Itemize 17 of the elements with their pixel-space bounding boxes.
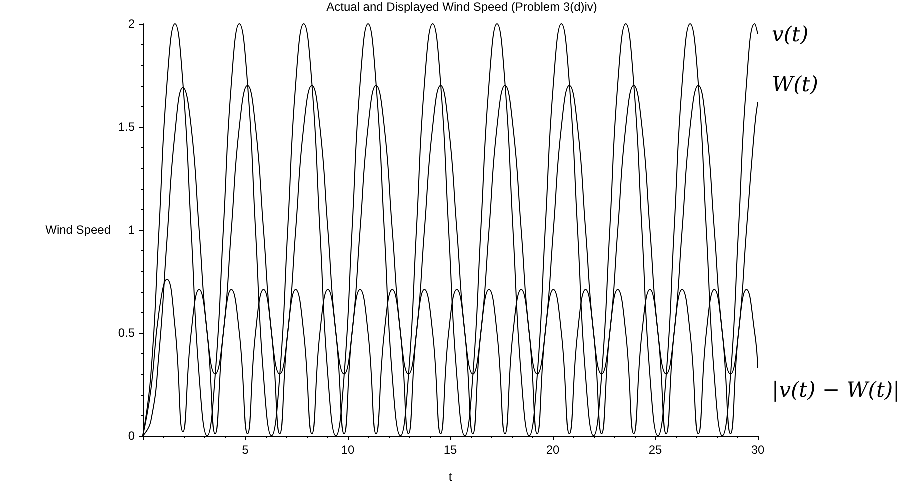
x-axis-title: t [448,470,453,484]
y-tick-label: 0 [128,429,136,443]
x-tick-label: 30 [751,443,765,457]
x-tick-label: 25 [648,443,662,457]
y-tick-label: 2 [128,17,136,31]
y-axis-title: Wind Speed [46,223,111,237]
series-label: |v(t) − W(t)| [772,378,900,402]
x-tick-label: 10 [341,443,355,457]
x-tick-label: 20 [546,443,560,457]
chart-title: Actual and Displayed Wind Speed (Problem 3(d)iv) [326,0,598,14]
series-label: W(t) [772,72,818,96]
y-tick-label: 0.5 [118,326,136,340]
y-tick-label: 1.5 [118,120,136,134]
x-tick-label: 15 [444,443,458,457]
series-label: v(t) [772,22,809,46]
y-tick-label: 1 [128,223,136,237]
x-tick-label: 5 [242,443,250,457]
